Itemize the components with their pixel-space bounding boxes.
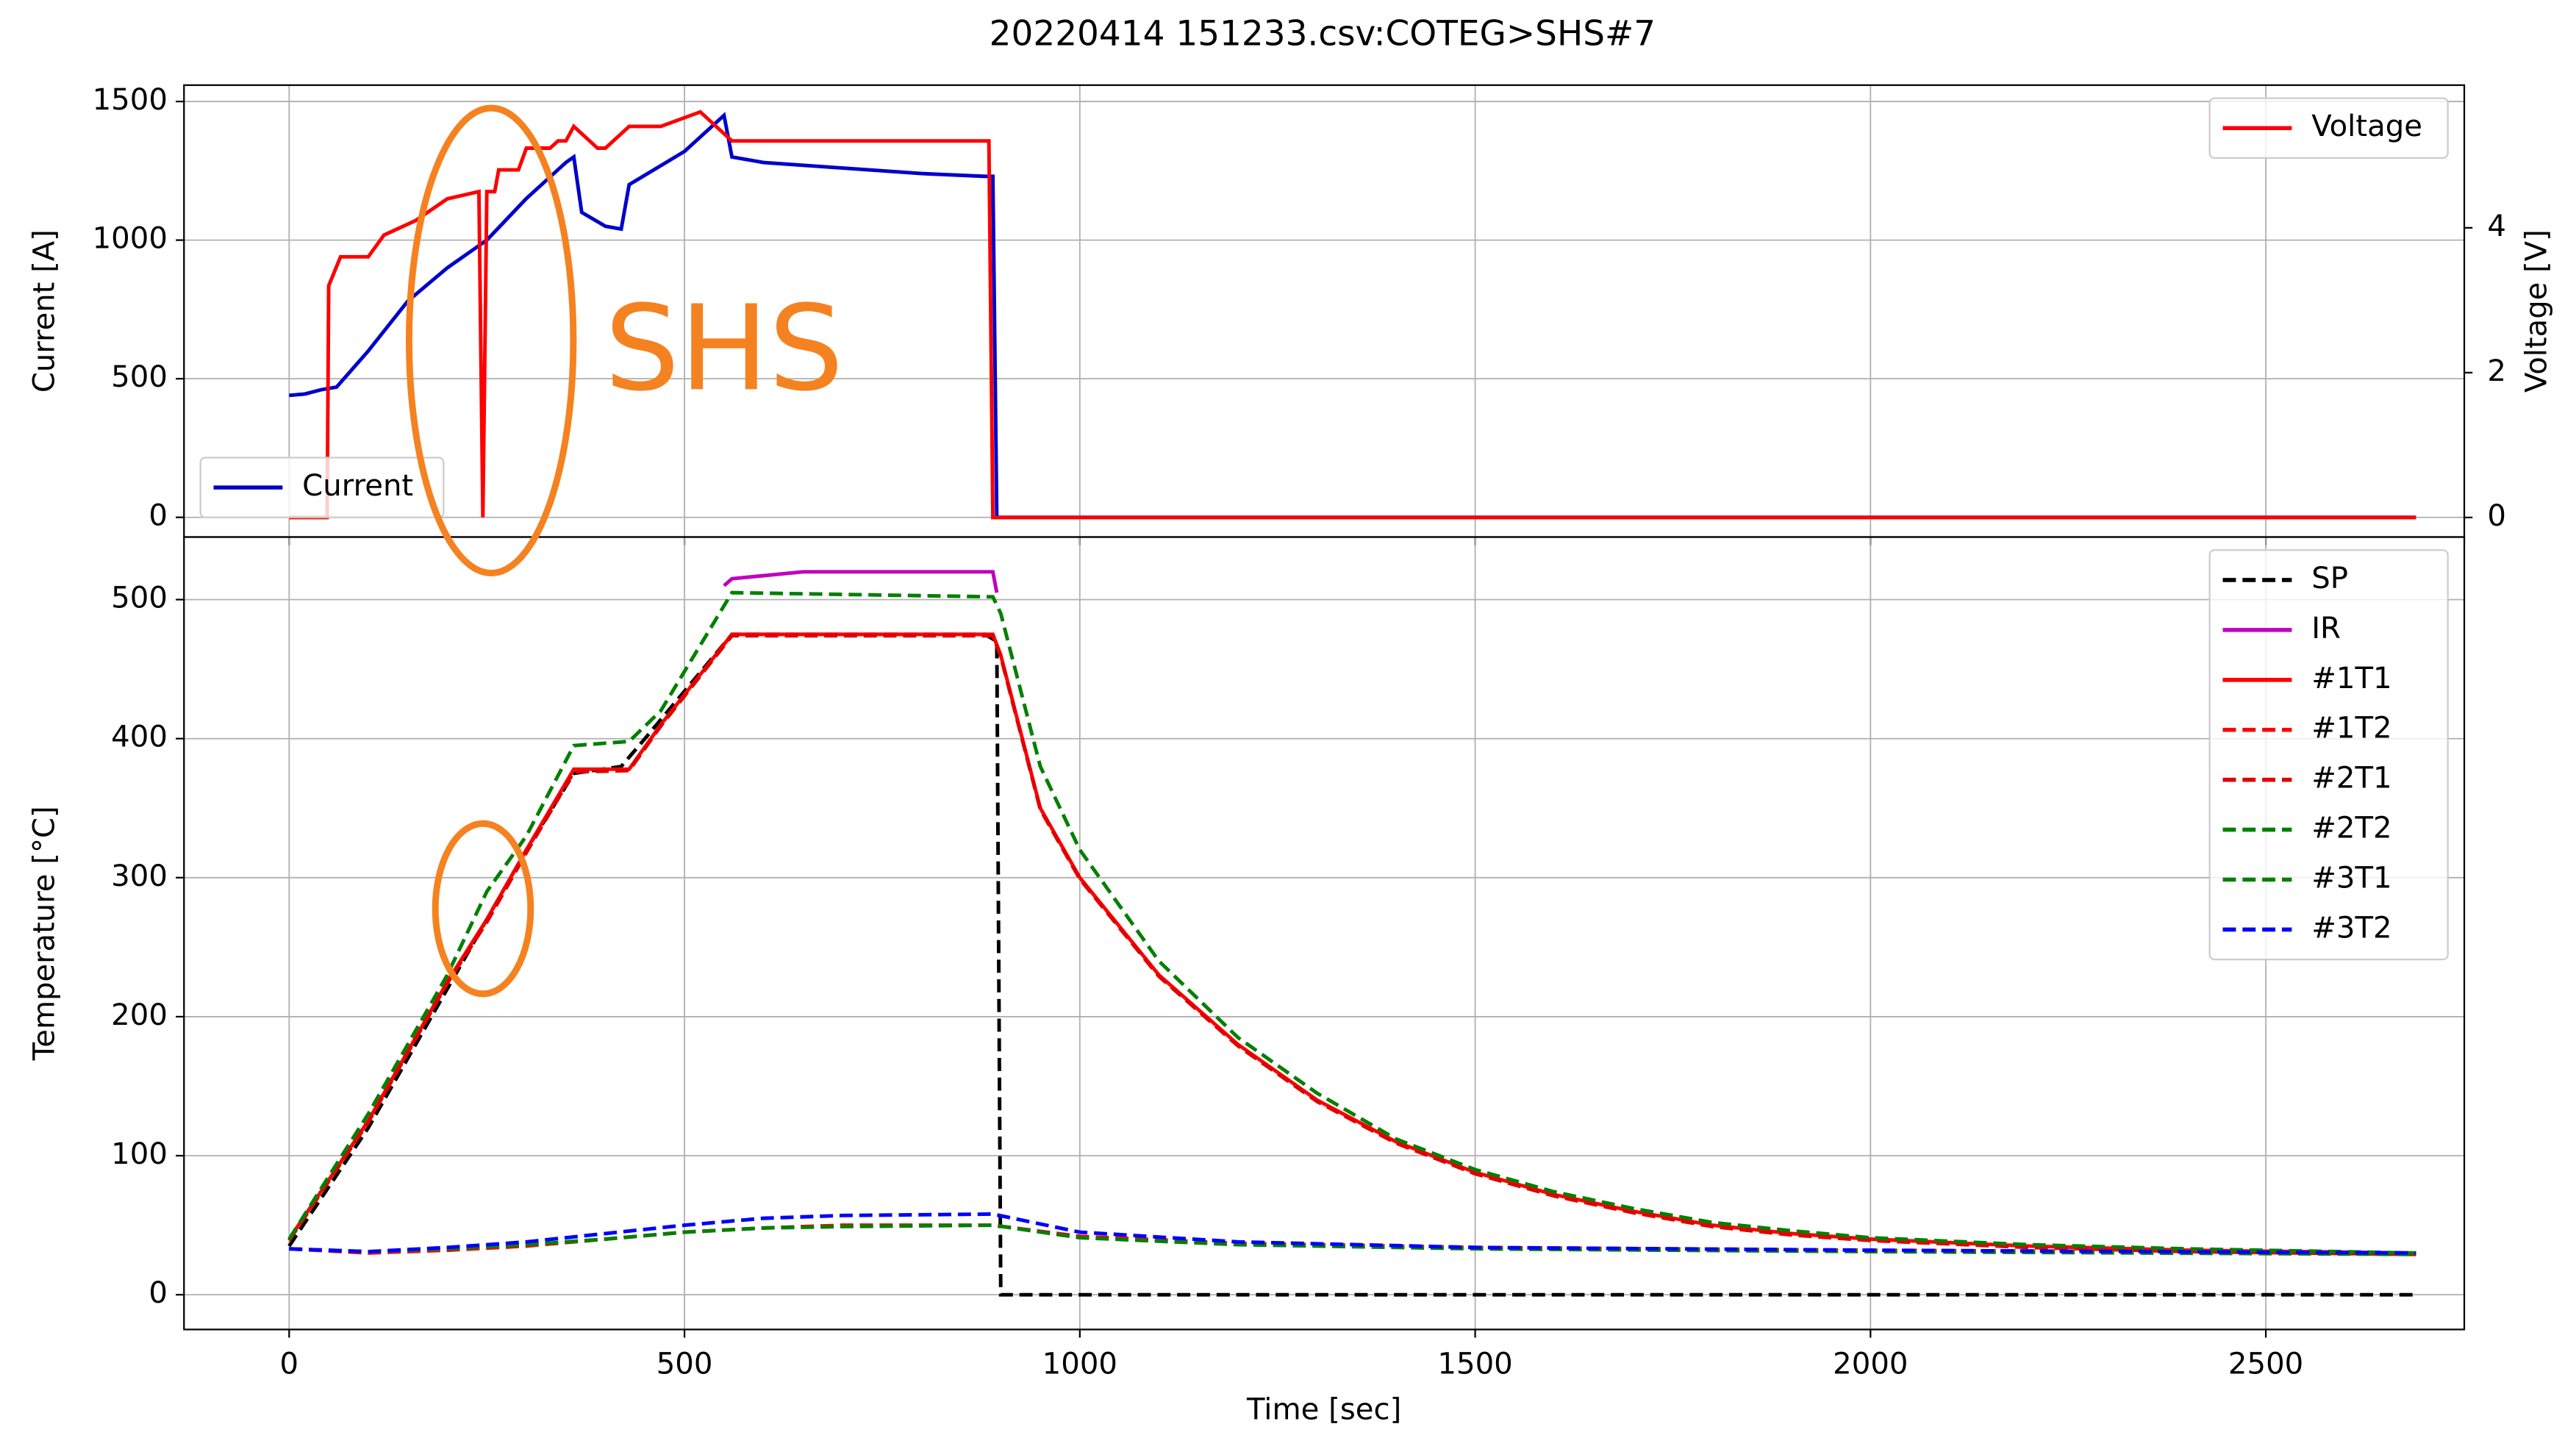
highlight-ellipse	[405, 104, 577, 576]
legend-label: IR	[2311, 612, 2341, 645]
x-tick-label: 1500	[1437, 1347, 1512, 1381]
x-axis-label: Time [sec]	[1246, 1393, 1401, 1427]
legend-label: SP	[2311, 562, 2348, 595]
legend-label: Voltage	[2311, 110, 2422, 143]
y2-tick-label: 4	[2487, 210, 2506, 243]
legend-box	[199, 457, 445, 518]
legend-label: #3T2	[2311, 911, 2391, 945]
x-tick-label: 1000	[1042, 1347, 1117, 1381]
legend-label: #2T1	[2311, 762, 2391, 795]
legend-box	[2208, 97, 2449, 160]
y-tick-label: 1000	[93, 222, 168, 256]
x-tick-label: 2000	[1833, 1347, 1908, 1381]
y-tick-label: 500	[111, 360, 168, 394]
legend-label: #3T1	[2311, 862, 2391, 895]
data-line	[289, 1212, 2416, 1255]
y-tick-label: 100	[111, 1137, 168, 1171]
x-tick-label: 0	[280, 1347, 299, 1381]
annotation: SHS	[604, 280, 843, 418]
y-tick-label: 0	[149, 499, 168, 533]
highlight-ellipse	[432, 820, 534, 998]
legend-label: Current	[302, 469, 413, 503]
data-line	[287, 632, 2416, 1297]
legend-label: #1T2	[2311, 712, 2391, 745]
data-line	[723, 570, 999, 593]
y2-axis-label: Voltage [V]	[2520, 229, 2554, 393]
x-tick-label: 500	[656, 1347, 713, 1381]
y-tick-label: 400	[111, 720, 168, 754]
figure-title: 20220414 151233.csv:COTEG>SHS#7	[990, 15, 1656, 54]
legend-label: #2T2	[2311, 812, 2391, 845]
y-tick-label: 0	[149, 1276, 168, 1310]
y-tick-label: 200	[111, 998, 168, 1032]
axes-frame	[183, 536, 2466, 1331]
legend-box	[2208, 549, 2449, 961]
y-tick-label: 500	[111, 582, 168, 615]
y2-tick-label: 2	[2487, 354, 2506, 388]
y-axis-label: Temperature [°C]	[28, 806, 62, 1062]
y-tick-label: 300	[111, 859, 168, 893]
legend-label: #1T1	[2311, 662, 2391, 695]
data-line	[289, 110, 2416, 520]
x-tick-label: 2500	[2228, 1347, 2303, 1381]
y-axis-label: Current [A]	[28, 229, 62, 393]
data-line	[289, 112, 2416, 520]
y-tick-label: 1500	[93, 83, 168, 117]
y2-tick-label: 0	[2487, 499, 2506, 533]
data-line	[287, 590, 2416, 1255]
